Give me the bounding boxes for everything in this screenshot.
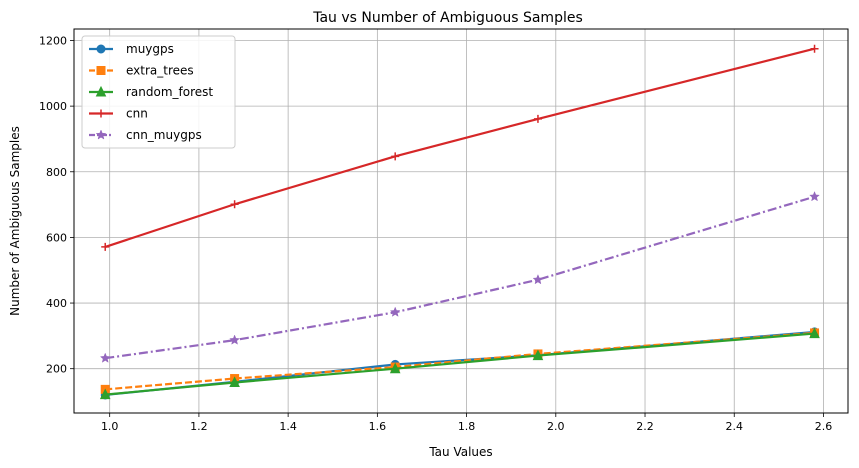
x-tick-label: 1.0 bbox=[101, 420, 119, 433]
data-point-cnn_muygps bbox=[99, 352, 111, 363]
data-point-cnn_muygps bbox=[389, 306, 401, 317]
y-axis-label: Number of Ambiguous Samples bbox=[8, 126, 22, 316]
data-point-random_forest bbox=[532, 349, 544, 361]
legend-label: muygps bbox=[126, 42, 174, 56]
legend-marker bbox=[95, 85, 107, 97]
series-cnn_muygps bbox=[99, 191, 820, 363]
legend-marker bbox=[97, 109, 105, 118]
data-point-cnn bbox=[533, 114, 542, 123]
y-tick-label: 1200 bbox=[39, 34, 67, 47]
data-point-cnn_muygps bbox=[809, 191, 820, 202]
legend-label: cnn_muygps bbox=[126, 128, 202, 142]
legend-label: cnn bbox=[126, 107, 148, 121]
data-point-cnn bbox=[391, 152, 400, 161]
x-tick-label: 1.2 bbox=[190, 420, 208, 433]
x-tick-label: 2.2 bbox=[636, 420, 654, 433]
series-layer bbox=[99, 44, 820, 400]
data-point-cnn bbox=[230, 200, 239, 209]
y-tick-label: 600 bbox=[46, 231, 67, 244]
legend-item-extra_trees: extra_trees bbox=[89, 64, 194, 78]
data-point-cnn bbox=[101, 242, 110, 251]
x-tick-label: 2.4 bbox=[725, 420, 743, 433]
x-tick-label: 1.6 bbox=[369, 420, 387, 433]
y-tick-label: 800 bbox=[46, 166, 67, 179]
data-point-random_forest bbox=[809, 327, 820, 339]
legend-item-cnn_muygps: cnn_muygps bbox=[89, 128, 202, 142]
chart-title: Tau vs Number of Ambiguous Samples bbox=[312, 10, 583, 26]
data-point-cnn_muygps bbox=[229, 334, 240, 345]
data-point-random_forest bbox=[99, 388, 111, 400]
legend-item-muygps: muygps bbox=[89, 42, 174, 56]
legend-marker bbox=[95, 129, 107, 140]
y-tick-label: 200 bbox=[46, 363, 67, 376]
x-tick-label: 2.6 bbox=[815, 420, 833, 433]
x-tick-label: 1.4 bbox=[279, 420, 297, 433]
y-tick-label: 400 bbox=[46, 297, 67, 310]
grid-layer bbox=[74, 29, 848, 413]
data-point-cnn bbox=[810, 44, 819, 53]
data-point-random_forest bbox=[389, 362, 401, 374]
data-point-random_forest bbox=[229, 376, 240, 387]
x-axis-label: Tau Values bbox=[428, 445, 492, 459]
legend-marker bbox=[96, 44, 106, 54]
series-random_forest bbox=[99, 327, 820, 400]
y-tick-label: 1000 bbox=[39, 100, 67, 113]
legend-label: random_forest bbox=[126, 85, 213, 99]
x-tick-label: 1.8 bbox=[458, 420, 476, 433]
legend-label: extra_trees bbox=[126, 64, 194, 78]
plot-frame bbox=[73, 28, 849, 414]
tick-layer: 1.0 1.2 1.4 1.6 1.8 2.0 2.2 2.4 2.6 200 400 600 800 1… bbox=[39, 34, 832, 433]
legend-item-random_forest: random_forest bbox=[89, 85, 213, 99]
x-tick-label: 2.0 bbox=[547, 420, 565, 433]
data-point-cnn_muygps bbox=[532, 274, 544, 285]
legend-item-cnn: cnn bbox=[89, 107, 148, 121]
series-cnn bbox=[101, 44, 819, 251]
legend-marker bbox=[96, 66, 106, 75]
legend-box bbox=[81, 35, 236, 149]
